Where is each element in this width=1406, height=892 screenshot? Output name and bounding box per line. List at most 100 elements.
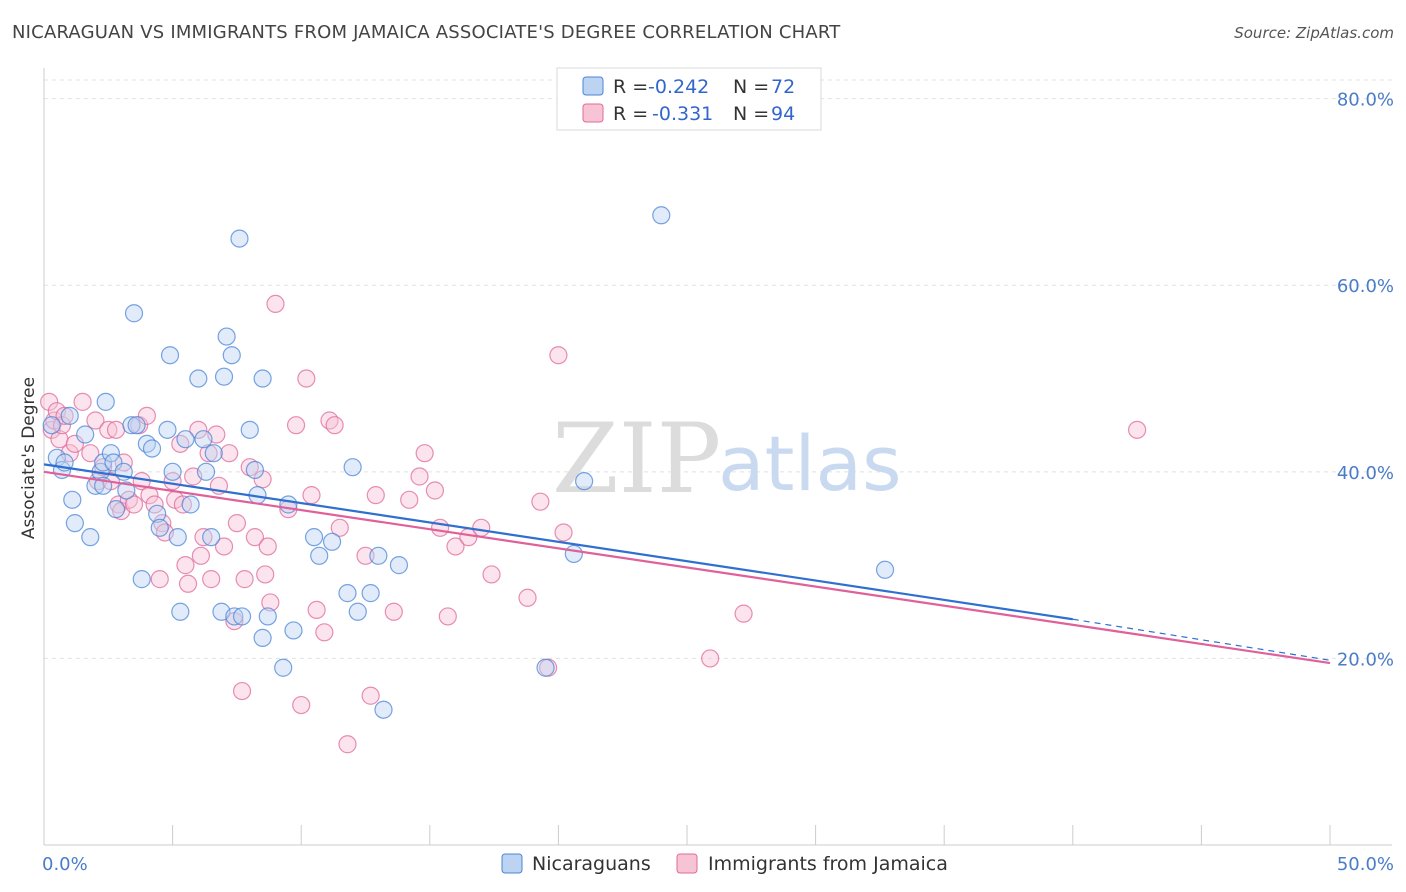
nicaraguan-point xyxy=(76,425,95,444)
nicaraguan-point xyxy=(222,346,241,365)
trend-line-nicaraguans-extension xyxy=(1072,618,1331,661)
jamaica-point xyxy=(410,467,429,486)
nicaraguan-point xyxy=(189,369,208,388)
trend-line-jamaica xyxy=(43,470,1331,665)
jamaica-point xyxy=(302,486,321,505)
y-tick-label: 60.0% xyxy=(1337,276,1394,297)
stats-legend: R = -0.242 N = 72 R = -0.331 N = 94 xyxy=(556,67,822,131)
legend-swatch-pink xyxy=(582,103,604,123)
legend-r-label-blue: R = xyxy=(613,76,648,98)
nicaraguan-point xyxy=(232,607,252,626)
nicaraguan-point xyxy=(160,346,180,365)
jamaica-point xyxy=(415,444,434,463)
nicaraguan-point xyxy=(96,392,115,411)
nicaraguan-point xyxy=(245,460,265,480)
nicaraguan-point xyxy=(240,420,259,439)
jamaica-point xyxy=(549,346,568,365)
nicaraguan-point xyxy=(104,453,123,472)
series-legend-label-nicaraguans: Nicaraguans xyxy=(532,853,651,875)
jamaica-point xyxy=(178,574,198,593)
nicaraguan-point xyxy=(348,602,367,621)
jamaica-point xyxy=(189,420,208,439)
series-legend-swatch-nicaraguans xyxy=(501,853,523,874)
jamaica-point xyxy=(425,481,445,500)
jamaica-point xyxy=(261,593,280,612)
nicaraguan-point xyxy=(361,584,380,603)
legend-n-value-pink: 94 xyxy=(771,103,795,125)
y-tick-label: 80.0% xyxy=(1337,90,1394,111)
nicaraguan-point xyxy=(94,453,113,472)
jamaica-point xyxy=(214,537,234,556)
chart-title: NICARAGUAN VS IMMIGRANTS FROM JAMAICA AS… xyxy=(12,22,841,43)
jamaica-point xyxy=(446,537,465,556)
x-tick-label-max: 50.0% xyxy=(1337,854,1394,875)
y-tick-label: 20.0% xyxy=(1337,649,1394,670)
jamaica-point xyxy=(734,604,753,623)
jamaica-point xyxy=(106,420,126,439)
nicaraguan-point xyxy=(304,528,324,547)
nicaraguan-point xyxy=(875,560,895,579)
nicaraguan-point xyxy=(124,304,144,323)
nicaraguan-point xyxy=(163,462,182,481)
trend-line-nicaraguans xyxy=(43,463,1073,621)
jamaica-point xyxy=(194,528,213,547)
axis-layer: 20.0% 40.0% 60.0% 80.0% xyxy=(43,68,1394,846)
series-legend-label-jamaica: Immigrants from Jamaica xyxy=(708,853,948,875)
nicaraguan-point xyxy=(202,528,221,547)
jamaica-point xyxy=(245,528,265,547)
nicaraguan-point xyxy=(253,369,272,388)
jamaica-point xyxy=(258,537,277,556)
jamaica-point xyxy=(400,490,419,509)
nicaraguan-point xyxy=(171,602,190,621)
jamaica-point xyxy=(266,294,285,314)
nicaraguan-point xyxy=(536,658,555,677)
nicaraguan-point xyxy=(65,514,84,533)
series-legend: Nicaraguans Immigrants from Jamaica xyxy=(501,853,948,875)
nicaraguan-point xyxy=(575,472,594,491)
jamaica-point xyxy=(199,444,218,463)
jamaica-point xyxy=(292,695,311,715)
legend-n-value-blue: 72 xyxy=(771,76,795,98)
nicaraguan-point xyxy=(279,495,298,514)
nicaraguan-point xyxy=(225,607,244,626)
jamaica-point xyxy=(173,495,192,514)
jamaica-point xyxy=(554,523,573,542)
jamaica-point xyxy=(361,686,380,705)
nicaraguan-point xyxy=(150,518,169,537)
jamaica-point xyxy=(124,495,144,514)
nicaraguan-point xyxy=(127,416,146,435)
nicaraguan-point xyxy=(86,476,105,495)
jamaica-point xyxy=(86,411,105,430)
jamaica-point xyxy=(55,406,74,425)
nicaraguan-point xyxy=(148,504,167,523)
jamaica-point xyxy=(325,416,344,435)
jamaica-point xyxy=(232,681,252,701)
legend-swatch-blue xyxy=(582,76,604,96)
jamaica-point xyxy=(701,649,720,668)
nicaraguan-point xyxy=(338,584,357,603)
jamaica-point xyxy=(220,444,239,463)
nicaraguan-point xyxy=(60,406,79,425)
jamaica-point xyxy=(65,434,84,453)
jamaica-point xyxy=(315,623,334,642)
legend-n-label-pink: N = xyxy=(733,103,769,125)
legend-r-label-pink: R = xyxy=(613,103,648,125)
jamaica-point xyxy=(137,406,156,425)
nicaraguan-point xyxy=(142,439,162,458)
jamaica-point xyxy=(286,416,306,435)
jamaica-point xyxy=(338,735,357,754)
jamaica-point xyxy=(176,556,195,575)
jamaica-point xyxy=(531,492,550,511)
jamaica-point xyxy=(307,600,326,620)
nicaraguan-point xyxy=(284,621,303,640)
nicaraguan-point xyxy=(322,532,342,551)
jamaica-point xyxy=(99,420,118,439)
nicaraguan-point xyxy=(389,556,409,575)
nicaraguan-point xyxy=(253,628,272,647)
nicaraguan-point xyxy=(81,528,100,547)
jamaica-point xyxy=(518,588,537,607)
nicaraguan-point xyxy=(117,481,136,500)
nicaraguan-point xyxy=(564,544,583,564)
nicaraguan-point xyxy=(106,500,126,519)
